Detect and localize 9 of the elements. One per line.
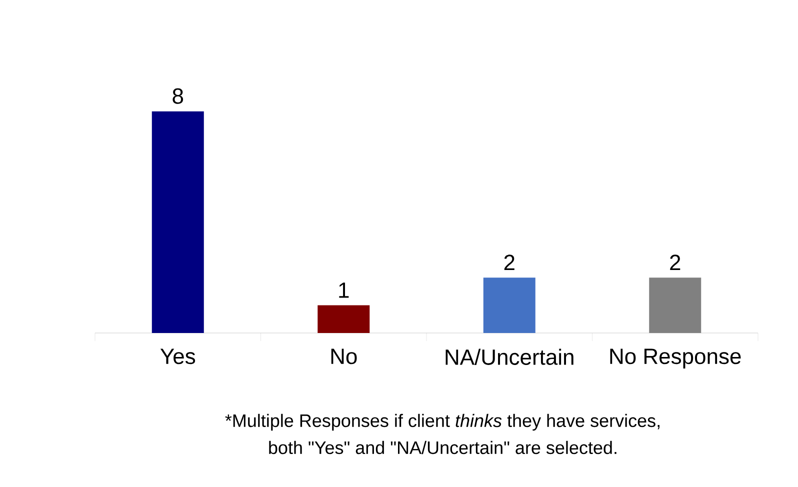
x-tick-label: No [331,348,357,364]
x-tick-label: No Response [610,348,741,368]
data-label: 2 [670,254,680,270]
x-tick-label: Yes [160,348,196,364]
text: *Multiple Responses if client thinks they have services, both "Yes" and "NA/Uncertain" are selected. [225,414,660,454]
data-label: 1 [339,282,349,298]
data-label: 8 [172,88,184,104]
x-tick-label: NA/Uncertain [446,348,574,365]
data-label: 2 [504,254,514,270]
